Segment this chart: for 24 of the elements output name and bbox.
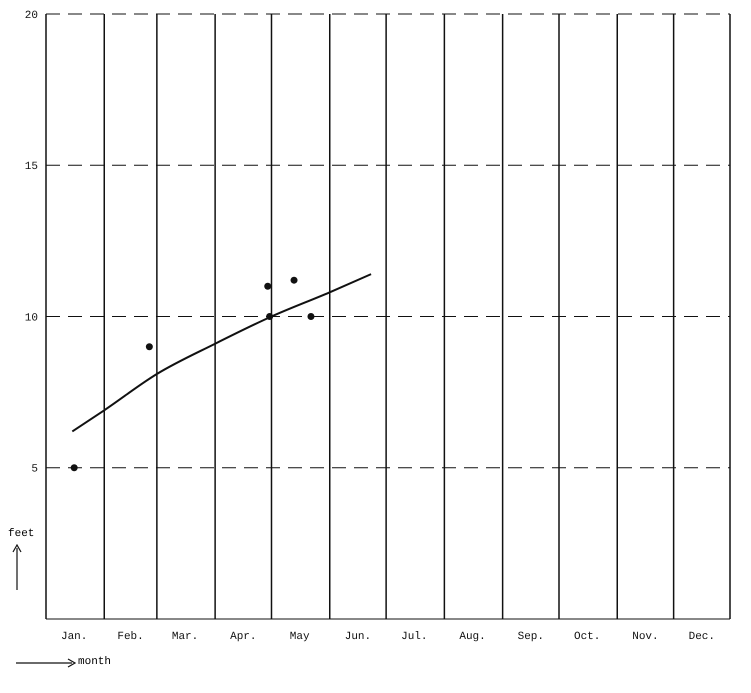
x-tick-label: Aug. [459, 631, 486, 643]
x-axis-title: month [78, 656, 112, 668]
x-tick-label: Dec. [688, 631, 716, 643]
point [146, 343, 153, 350]
x-tick-label: Mar. [172, 631, 198, 643]
point [290, 276, 298, 284]
y-tick-label: 15 [24, 161, 38, 174]
x-tick-label: Jan. [60, 631, 88, 643]
point [266, 313, 274, 320]
point [264, 282, 272, 290]
y-axis-title: feet [8, 528, 34, 540]
x-tick-label: May [290, 631, 310, 643]
x-tick-label: Oct. [574, 631, 600, 643]
x-tick-label: Jul. [401, 631, 428, 643]
y-tick-label: 5 [31, 464, 38, 476]
x-tick-label: Sep. [518, 631, 544, 643]
point [307, 313, 314, 320]
x-tick-label: Feb. [117, 631, 144, 643]
y-tick-label: 20 [24, 10, 38, 22]
point [70, 464, 78, 472]
x-tick-label: Apr. [230, 631, 257, 643]
x-tick-label: Nov. [632, 631, 659, 643]
x-tick-label: Jun. [344, 631, 372, 643]
y-tick-label: 10 [24, 312, 38, 324]
